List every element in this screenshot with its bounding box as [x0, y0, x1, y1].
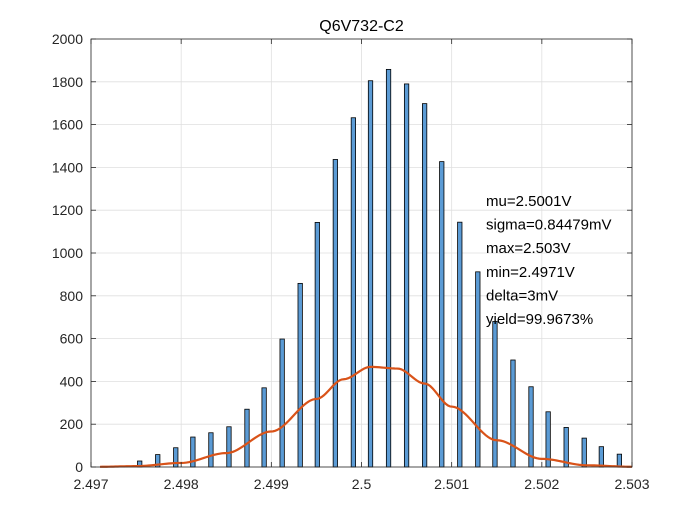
stats-annotation: mu=2.5001V sigma=0.84479mV max=2.503V min=2…	[486, 193, 612, 328]
x-tick-label: 2.499	[254, 476, 289, 492]
x-tick-label: 2.502	[524, 476, 559, 492]
histogram-bar	[226, 426, 232, 468]
histogram-bar	[261, 387, 267, 468]
histogram-bar	[616, 453, 622, 468]
histogram-bar	[279, 338, 285, 468]
y-tick-label: 1800	[52, 74, 83, 90]
x-tick-label: 2.498	[164, 476, 199, 492]
chart-title: Q6V732-C2	[319, 18, 404, 35]
histogram-bar	[297, 282, 303, 468]
stats-annotation-line: sigma=0.84479mV	[486, 217, 612, 234]
stats-annotation-line: min=2.4971V	[486, 264, 575, 281]
x-tick-label: 2.5	[352, 476, 372, 492]
histogram-bar	[492, 321, 498, 468]
stats-annotation-line: delta=3mV	[486, 287, 558, 304]
y-tick-label: 400	[60, 373, 84, 389]
stats-annotation-line: max=2.503V	[486, 240, 571, 257]
y-tick-label: 800	[60, 288, 84, 304]
histogram-bar	[332, 159, 338, 468]
histogram-bar	[581, 437, 587, 468]
y-tick-label: 1400	[52, 159, 83, 175]
y-tick-label: 1000	[52, 245, 83, 261]
y-tick-label: 2000	[52, 31, 83, 47]
x-tick-label: 2.503	[614, 476, 649, 492]
fit-curve	[100, 365, 633, 468]
histogram-bar	[598, 446, 604, 468]
x-tick-label: 2.497	[73, 476, 108, 492]
histogram-bar	[350, 117, 356, 468]
histogram-bar	[244, 408, 250, 468]
x-tick-labels: 2.497 2.498 2.499 2.5 2.501 2.502 2.503	[73, 476, 649, 492]
histogram-bar	[385, 68, 392, 468]
histogram-bar	[510, 359, 516, 468]
y-tick-label: 0	[75, 459, 83, 475]
histogram-bar	[314, 221, 320, 468]
histogram-bar	[422, 103, 428, 468]
stats-annotation-line: yield=99.9673%	[486, 311, 593, 328]
y-tick-label: 600	[60, 331, 84, 347]
histogram-bar	[367, 80, 374, 468]
stats-annotation-line: mu=2.5001V	[486, 193, 571, 210]
y-tick-label: 200	[60, 416, 84, 432]
histogram-bar	[208, 432, 214, 468]
histogram-bar	[439, 161, 445, 468]
histogram-bar	[475, 271, 481, 468]
histogram-bar	[403, 83, 410, 468]
histogram-bar	[457, 221, 463, 468]
y-tick-label: 1200	[52, 202, 83, 218]
y-tick-label: 1600	[52, 117, 83, 133]
axis-ticks	[90, 38, 633, 468]
x-tick-label: 2.501	[434, 476, 469, 492]
y-tick-labels: 0 200 400 600 800 1000 1200 1400 1600 1800 2000	[52, 31, 83, 475]
